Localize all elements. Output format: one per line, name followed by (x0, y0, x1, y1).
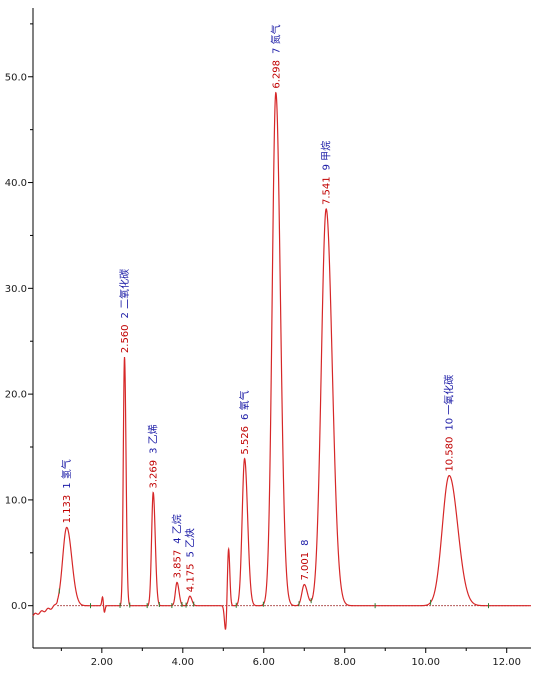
x-tick-label: 10.00 (411, 657, 440, 668)
peak-label-group: 7.001 8 (300, 539, 311, 580)
peak-label: 1.133 1 氢气 (60, 459, 73, 523)
chromatogram-line (32, 91, 531, 630)
peak-retention-time: 7.001 (300, 552, 311, 581)
axes: 0.0 10.0 20.0 30.0 40.0 50.0 2.00 4.00 6.00 8.00 1… (5, 8, 531, 668)
y-tick-label: 50.0 (5, 72, 27, 83)
peak-number-name: 6 氧气 (238, 390, 251, 420)
y-tick-label: 30.0 (5, 284, 27, 295)
peak-number-name: 5 乙炔 (184, 528, 196, 558)
peak-label: 3.269 3 乙烯 (147, 424, 160, 488)
peak-label-group: 5.526 6 氧气 (238, 390, 251, 454)
peak-label: 10.580 10 一氧化碳 (443, 375, 456, 472)
peak-label-group: 3.269 3 乙烯 (147, 424, 160, 488)
peak-label-group: 3.857 4 乙烷 (171, 514, 184, 578)
peak-label-group: 1.133 1 氢气 (60, 459, 73, 523)
peak-number-name: 9 甲烷 (320, 141, 333, 171)
x-tick-label: 8.00 (334, 657, 356, 668)
peak-number-name: 1 氢气 (60, 459, 73, 489)
y-tick-label: 40.0 (5, 178, 27, 189)
peak-number-name: 10 一氧化碳 (443, 375, 456, 431)
peak-label: 2.560 2 二氧化碳 (118, 269, 131, 353)
peak-label-group: 7.541 9 甲烷 (320, 141, 333, 205)
peak-number-name: 2 二氧化碳 (118, 269, 131, 319)
peak-retention-time: 6.298 (271, 60, 282, 89)
peak-retention-time: 2.560 (120, 324, 131, 353)
x-tick-label: 4.00 (172, 657, 194, 668)
peak-label: 7.541 9 甲烷 (320, 141, 333, 205)
integration-markers (58, 588, 489, 609)
peak-label-group: 6.298 7 氮气 (269, 24, 282, 88)
peak-label: 4.175 5 乙炔 (184, 528, 196, 592)
y-tick-label: 20.0 (5, 390, 27, 401)
x-tick-label: 2.00 (91, 657, 113, 668)
peak-number-name: 4 乙烷 (171, 514, 184, 544)
peak-retention-time: 10.580 (445, 437, 456, 472)
peak-number-name: 8 (300, 539, 311, 545)
x-tick-label: 12.00 (492, 657, 521, 668)
peak-label-group: 2.560 2 二氧化碳 (118, 269, 131, 353)
peak-label: 3.857 4 乙烷 (171, 514, 184, 578)
x-tick-label: 6.00 (253, 657, 275, 668)
peak-retention-time: 1.133 (62, 495, 73, 524)
peak-retention-time: 4.175 (185, 564, 196, 593)
signal-trace (32, 91, 531, 630)
peak-retention-time: 7.541 (322, 176, 333, 205)
peak-number-name: 7 氮气 (269, 24, 282, 54)
y-tick-label: 10.0 (5, 495, 27, 506)
peak-retention-time: 3.857 (173, 550, 184, 579)
peak-label-group: 10.580 10 一氧化碳 (443, 375, 456, 472)
peak-label: 5.526 6 氧气 (238, 390, 251, 454)
peak-label-group: 4.175 5 乙炔 (184, 528, 196, 592)
peak-retention-time: 5.526 (240, 426, 251, 455)
peak-label: 7.001 8 (300, 539, 311, 580)
peak-number-name: 3 乙烯 (147, 424, 160, 454)
peak-retention-time: 3.269 (149, 460, 160, 489)
peak-label: 6.298 7 氮气 (269, 24, 282, 88)
y-tick-label: 0.0 (11, 601, 27, 612)
